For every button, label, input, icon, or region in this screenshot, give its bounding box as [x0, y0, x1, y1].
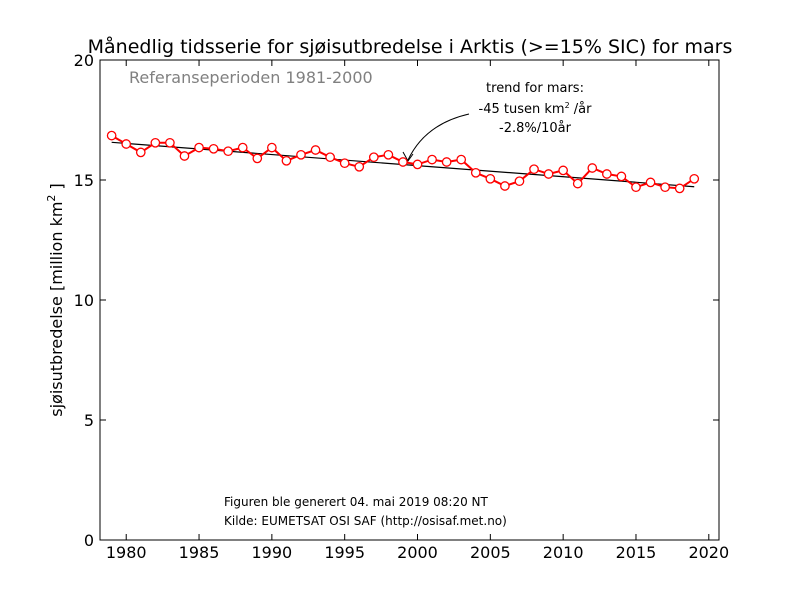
y-axis-label-sup: 2 [45, 195, 58, 202]
data-point [310, 145, 321, 155]
data-point [441, 157, 452, 167]
data-point [660, 182, 670, 193]
data-point [412, 159, 423, 170]
data-point [427, 154, 437, 165]
data-point [223, 146, 234, 157]
annotation-line-3: -2.8%/10år [499, 121, 572, 136]
data-point [616, 171, 627, 182]
plot-area-frame [99, 59, 720, 541]
data-point [354, 161, 365, 172]
data-point [165, 137, 175, 148]
annotation-line-1: trend for mars: [486, 81, 584, 96]
annotation-line-2: -45 tusen km2 /år [479, 101, 593, 117]
axis-ticks [100, 59, 719, 541]
y-tick-label: 15 [74, 171, 94, 190]
data-point [631, 182, 641, 193]
data-point [237, 142, 248, 153]
data-point [296, 149, 306, 160]
data-point [514, 176, 525, 187]
x-tick-label: 1990 [252, 543, 293, 562]
x-tick-label: 2000 [397, 543, 438, 562]
x-tick-label: 2005 [470, 543, 511, 562]
y-axis-label: sjøisutbredelse [million km2 ] [45, 183, 66, 417]
data-point [602, 169, 612, 179]
x-tick-label: 2010 [543, 543, 584, 562]
data-point [543, 169, 554, 179]
data-point [689, 173, 700, 184]
data-point [470, 167, 481, 178]
data-point [645, 177, 656, 188]
data-point [456, 154, 467, 165]
annotation-line-2-sup: 2 [565, 101, 570, 110]
annotation-line-2-post: /år [570, 102, 592, 117]
data-point [383, 149, 394, 160]
reference-period-note: Referanseperioden 1981-2000 [129, 68, 373, 87]
y-tick-label: 20 [74, 51, 94, 70]
data-point [179, 151, 190, 161]
x-tick-label: 2020 [688, 543, 729, 562]
data-point [572, 178, 583, 189]
series-group [106, 130, 700, 194]
svg-text:sjøisutbredelse [million km2 ]: sjøisutbredelse [million km2 ] [45, 183, 66, 417]
data-point [368, 152, 379, 163]
footer-generated: Figuren ble generert 04. mai 2019 08:20 … [224, 495, 489, 509]
data-point [135, 147, 146, 158]
data-point [106, 130, 117, 141]
data-point [398, 157, 408, 167]
axis-tick-labels: 1980 1985 1990 1995 2000 2005 2010 2015 20200510… [74, 51, 730, 562]
data-point [558, 165, 569, 176]
x-tick-label: 1980 [106, 543, 147, 562]
data-point [121, 139, 132, 149]
data-point [339, 158, 350, 169]
annotation-arrowhead [402, 151, 414, 162]
x-tick-label: 1985 [179, 543, 220, 562]
annotation-arrow [407, 113, 470, 161]
data-point [267, 142, 277, 153]
footer-source: Kilde: EUMETSAT OSI SAF (http://osisaf.m… [224, 514, 507, 528]
y-tick-label: 5 [84, 411, 94, 430]
data-point [529, 164, 539, 175]
y-axis-label-main: sjøisutbredelse [million km [47, 202, 66, 417]
trend-annotation: trend for mars: -45 tusen km2 /år -2.8%/… [402, 81, 593, 162]
data-point [150, 137, 161, 148]
annotation-line-2-pre: -45 tusen km [479, 102, 565, 117]
data-point [281, 155, 292, 166]
data-point [208, 143, 219, 154]
y-tick-label: 10 [74, 291, 94, 310]
x-tick-label: 2015 [616, 543, 657, 562]
y-tick-label: 0 [84, 531, 94, 550]
y-axis-label-end: ] [47, 183, 66, 194]
data-point [500, 181, 510, 191]
data-point [252, 153, 263, 164]
data-point [587, 163, 598, 173]
chart-title: Månedlig tidsserie for sjøisutbredelse i… [88, 35, 733, 58]
data-point [674, 183, 685, 194]
x-tick-label: 1995 [324, 543, 365, 562]
data-point [194, 142, 204, 153]
data-point [485, 173, 496, 184]
data-point [325, 152, 335, 163]
